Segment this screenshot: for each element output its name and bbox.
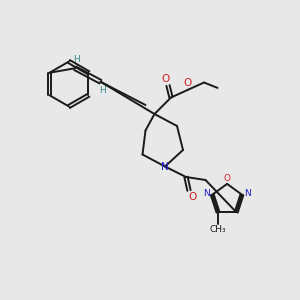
Text: H: H — [99, 86, 105, 95]
Text: N: N — [161, 161, 169, 172]
Text: N: N — [203, 189, 210, 198]
Text: N: N — [244, 189, 251, 198]
Text: CH₃: CH₃ — [210, 225, 226, 234]
Text: H: H — [73, 55, 80, 64]
Text: O: O — [188, 192, 197, 202]
Text: O: O — [224, 174, 231, 183]
Text: O: O — [161, 74, 170, 84]
Text: O: O — [183, 78, 192, 88]
